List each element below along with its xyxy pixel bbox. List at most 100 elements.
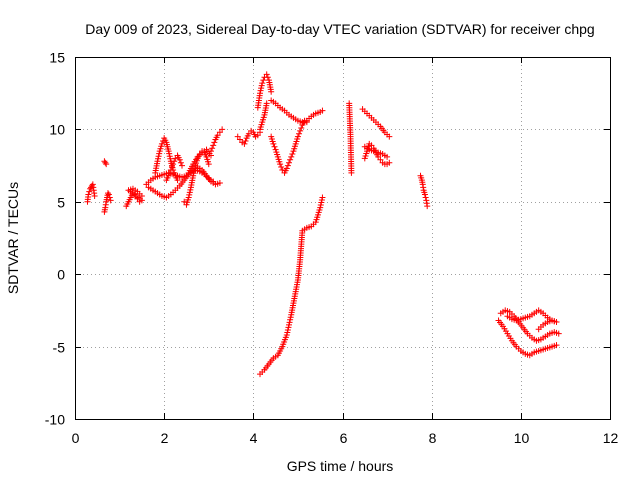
data-point	[424, 203, 431, 210]
data-point	[165, 172, 172, 179]
data-point	[107, 197, 114, 204]
data-point	[138, 193, 145, 200]
data-point	[319, 194, 326, 201]
data-point	[185, 194, 192, 201]
data-point	[190, 172, 197, 179]
data-point-interp	[156, 150, 163, 157]
data-point-interp	[155, 155, 162, 162]
data-point	[205, 161, 212, 168]
x-tick-label: 12	[603, 430, 619, 446]
data-point	[167, 166, 174, 173]
data-point-interp	[187, 186, 194, 193]
x-tick-label: 2	[161, 430, 169, 446]
data-point-interp	[258, 85, 265, 92]
data-point	[210, 178, 217, 185]
y-tick-label: -5	[53, 340, 66, 356]
data-point	[158, 140, 165, 147]
data-point-interp	[257, 87, 264, 94]
data-point-interp	[177, 159, 184, 166]
data-point-interp	[278, 164, 285, 171]
data-point	[219, 126, 226, 133]
data-point-interp	[318, 199, 325, 206]
data-point-interp	[190, 170, 197, 177]
data-point	[106, 194, 113, 201]
data-point-interp	[287, 156, 294, 163]
data-point-interp	[287, 316, 294, 323]
data-point-interp	[296, 130, 303, 137]
data-point	[286, 321, 292, 328]
data-point-interp	[171, 158, 178, 165]
data-point-interp	[260, 77, 267, 84]
data-point	[303, 119, 310, 126]
x-axis-label: GPS time / hours	[287, 458, 394, 474]
data-point	[85, 191, 92, 198]
x-tick-label: 4	[250, 430, 258, 446]
data-point-interp	[284, 329, 291, 336]
data-point	[263, 71, 270, 78]
data-point	[104, 190, 111, 197]
data-point	[86, 188, 93, 195]
data-point-interp	[271, 143, 278, 150]
data-point	[174, 177, 181, 184]
data-point	[386, 133, 393, 140]
y-tick-label: 5	[57, 195, 65, 211]
data-point	[386, 159, 393, 166]
data-point-interp	[167, 155, 174, 162]
data-point	[210, 142, 217, 149]
data-point	[91, 193, 98, 200]
data-point	[283, 165, 290, 172]
data-point-interp	[264, 74, 271, 81]
y-tick-label: -10	[45, 412, 65, 428]
data-point-interp	[209, 145, 216, 152]
data-point-interp	[422, 194, 429, 201]
data-point-interp	[287, 314, 294, 321]
data-point-interp	[284, 162, 291, 169]
data-point	[317, 204, 324, 211]
data-point-interp	[155, 153, 162, 160]
data-point-interp	[211, 139, 218, 146]
data-point-interp	[166, 169, 173, 176]
x-tick-label: 10	[514, 430, 530, 446]
data-point-interp	[318, 196, 325, 203]
data-point	[263, 100, 270, 107]
data-point	[348, 169, 355, 176]
data-point	[553, 342, 560, 349]
data-point	[277, 161, 284, 168]
data-point-interp	[242, 137, 249, 144]
data-point	[384, 153, 391, 160]
data-point	[179, 162, 185, 169]
data-point-interp	[286, 319, 293, 326]
data-point	[421, 191, 428, 198]
data-point	[288, 153, 295, 160]
x-tick-label: 0	[72, 430, 80, 446]
data-point-interp	[284, 326, 291, 333]
y-tick-label: 15	[49, 50, 65, 66]
data-point-interp	[298, 124, 305, 131]
data-point	[105, 191, 112, 198]
data-point	[241, 140, 248, 147]
data-point-interp	[168, 164, 175, 171]
data-point	[286, 159, 292, 166]
data-points	[84, 71, 562, 378]
data-point	[102, 159, 109, 166]
plot-frame	[75, 57, 611, 420]
data-point	[207, 148, 214, 155]
data-point	[283, 332, 290, 339]
data-point	[257, 90, 264, 97]
data-point-interp	[317, 202, 324, 209]
data-point-interp	[285, 324, 292, 331]
data-point	[270, 140, 277, 147]
data-point-interp	[166, 150, 173, 157]
data-point	[88, 182, 95, 189]
data-point	[259, 80, 266, 87]
data-point	[294, 133, 301, 140]
data-point-interp	[186, 191, 193, 198]
data-point	[297, 127, 304, 134]
y-tick-label: 0	[57, 267, 65, 283]
grid	[75, 57, 610, 419]
chart-title: Day 009 of 2023, Sidereal Day-to-day VTE…	[85, 21, 594, 37]
data-point	[319, 107, 326, 114]
